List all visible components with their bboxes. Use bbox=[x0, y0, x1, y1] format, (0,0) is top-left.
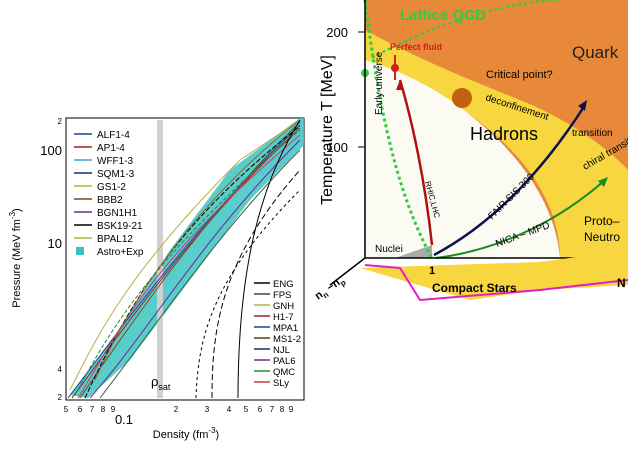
legend-label: ALF1-4 bbox=[97, 130, 130, 141]
legend-label: NJL bbox=[273, 345, 290, 356]
x-tick-label: 8 bbox=[280, 405, 285, 414]
legend-label: GS1-2 bbox=[97, 182, 126, 193]
lattice-line bbox=[371, 0, 561, 59]
x-tick-label: 9 bbox=[289, 405, 294, 414]
arrowhead bbox=[598, 177, 608, 187]
y-tick-label: 2 bbox=[58, 393, 63, 402]
x-tick-label: 3 bbox=[205, 405, 210, 414]
legend-label: MS1-2 bbox=[273, 334, 301, 345]
diagram-label: Quark bbox=[572, 43, 619, 62]
diagram-label: Hadrons bbox=[470, 124, 538, 144]
arrowhead bbox=[396, 80, 404, 90]
diagram-label: N bbox=[617, 276, 626, 290]
rhic-arrow bbox=[398, 79, 434, 246]
legend-label: FPS bbox=[273, 290, 291, 301]
z-axis bbox=[329, 257, 366, 286]
diagram-label: Neutro bbox=[584, 230, 620, 244]
y-axis-title: Pressure (MeV fm-3) bbox=[8, 208, 23, 307]
fluid-point bbox=[391, 64, 399, 72]
x-tick-label: 7 bbox=[270, 405, 275, 414]
diagram-label: Early universe bbox=[374, 51, 385, 115]
x-tick-label: 6 bbox=[258, 405, 263, 414]
y-tick-label: 2 bbox=[58, 117, 63, 126]
legend-label: BPAL12 bbox=[97, 234, 133, 245]
legend-label: SQM1-3 bbox=[97, 169, 135, 180]
transition-band bbox=[365, 30, 628, 258]
compact-line bbox=[364, 264, 628, 302]
diagram-label: transition bbox=[572, 128, 613, 139]
x-tick-label: 7 bbox=[90, 405, 95, 414]
legend-label: BSK19-21 bbox=[97, 221, 143, 232]
legend-label: BBB2 bbox=[97, 195, 123, 206]
y-axis-title: Temperature T [MeV] bbox=[319, 55, 336, 205]
legend-label: SLy bbox=[273, 378, 289, 389]
x-tick-label: 2 bbox=[174, 405, 179, 414]
crossover-line bbox=[363, 0, 434, 259]
legend-label: BGN1H1 bbox=[97, 208, 137, 219]
fair-arrow bbox=[433, 104, 587, 257]
x-tick-label: 8 bbox=[101, 405, 106, 414]
legend-label: WFF1-3 bbox=[97, 156, 134, 167]
x-tick-label: 4 bbox=[227, 405, 232, 414]
arrowhead bbox=[578, 100, 587, 111]
legend-label: AP1-4 bbox=[97, 143, 125, 154]
diagram-label: Lattice QCD bbox=[400, 7, 486, 24]
diagram-label: Critical point? bbox=[486, 69, 553, 81]
legend-label: PAL6 bbox=[273, 356, 296, 367]
diagram-label: Proto– bbox=[584, 214, 620, 228]
x-tick-label: 0.1 bbox=[115, 412, 133, 427]
nuclei-patch bbox=[395, 245, 432, 258]
y-tick-label: 10 bbox=[48, 236, 62, 251]
legend-label: ENG bbox=[273, 279, 294, 290]
y-tick-label: 200 bbox=[326, 25, 348, 40]
y-tick-label: 100 bbox=[326, 140, 348, 155]
nica-arrow bbox=[435, 179, 606, 259]
eos-curves bbox=[67, 119, 301, 399]
right-diagram: 200 100 Temperature T [MeV] 1 nn −np Lat… bbox=[305, 0, 628, 308]
y-tick-label: 100 bbox=[40, 143, 62, 158]
x-axis-title: Density (fm-3) bbox=[153, 426, 219, 441]
diagram-label: Perfect fluid bbox=[390, 42, 442, 52]
x-tick-label: 9 bbox=[111, 405, 116, 414]
legend-label: QMC bbox=[273, 367, 295, 378]
critical-point bbox=[452, 88, 472, 108]
hadron-region bbox=[365, 60, 560, 258]
legend-label: GNH bbox=[273, 301, 294, 312]
x-tick-label: 5 bbox=[64, 405, 69, 414]
legend-swatch bbox=[76, 247, 84, 255]
x-tick-label: 6 bbox=[78, 405, 83, 414]
legend-label: H1-7 bbox=[273, 312, 294, 323]
y-tick-label: 4 bbox=[58, 365, 63, 374]
legend-label: Astro+Exp bbox=[97, 247, 144, 258]
rho-sat-bar bbox=[157, 120, 163, 398]
left-plot: ALF1-4 AP1-4 WFF1-3 SQM1-3 GS1-2 BBB2 BGN1H1 BS… bbox=[8, 117, 305, 441]
legend-1: ALF1-4 AP1-4 WFF1-3 SQM1-3 GS1-2 BBB2 BGN1H1 BS… bbox=[74, 130, 144, 258]
x-tick-label: 1 bbox=[429, 265, 435, 277]
diagram-label: Nuclei bbox=[375, 244, 403, 255]
diagram-label: Compact Stars bbox=[432, 281, 517, 295]
legend-label: MPA1 bbox=[273, 323, 298, 334]
x-tick-label: 5 bbox=[244, 405, 249, 414]
rho-sat-label: ρsat bbox=[151, 374, 171, 392]
